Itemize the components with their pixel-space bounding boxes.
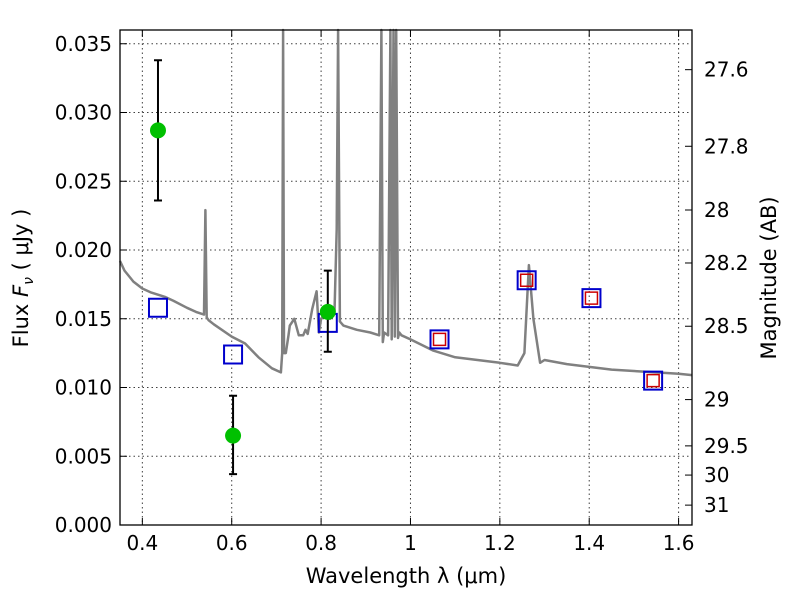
y-tick-label: 0.000 [55,513,112,537]
x-tick-label: 0.8 [305,531,337,555]
x-tick-label: 1.2 [484,531,516,555]
y2-axis-title: Magnitude (AB) [757,196,781,359]
y2-tick-label: 31 [704,493,729,517]
y-tick-label: 0.030 [55,101,112,125]
y2-tick-label: 29 [704,388,729,412]
y2-tick-label: 28.2 [704,251,749,275]
y-axis-title-var: F [9,284,33,297]
model-square-marker [516,270,537,291]
observed-point [225,427,242,444]
model-square-marker [581,288,602,309]
model-square-marker [223,344,244,365]
y2-tick-label: 29.5 [704,434,749,458]
y-tick-label: 0.025 [55,169,112,193]
y-tick-label: 0.015 [55,307,112,331]
model-photometry-squares [147,270,664,391]
x-tick-label: 1.4 [573,531,605,555]
y-tick-label: 0.020 [55,238,112,262]
observed-point [149,122,166,139]
y2-tick-label: 27.6 [704,58,749,82]
plot-frame [119,29,693,526]
nir-square-marker [432,332,447,347]
y2-axis-ticks: 27.6 27.8 28 28.2 28.5 29 29.5 30 31 [685,58,749,517]
y-axis-title-post: ( μJy ) [9,209,33,277]
y-axis-title-sub: ν [21,277,37,285]
y2-tick-label: 28 [704,198,729,222]
nir-square-marker [646,373,660,388]
nir-square-marker [519,273,534,287]
y2-tick-label: 27.8 [704,134,749,158]
y-axis-title-pre: Flux [9,297,33,347]
x-tick-label: 1 [404,531,417,555]
y2-tick-label: 30 [704,463,729,487]
nir-photometry-squares [432,273,660,388]
x-tick-label: 1.6 [663,531,695,555]
observed-points [149,122,336,444]
y-axis-title: Flux Fν ( μJy ) [9,209,37,348]
model-square-marker [643,370,664,391]
x-axis-ticks: 0.4 0.6 0.8 1 1.2 1.4 1.6 [126,30,695,555]
grid [120,30,692,525]
observed-point [319,303,336,320]
y-tick-label: 0.005 [55,444,112,468]
x-tick-label: 0.6 [216,531,248,555]
nir-square-marker [584,291,599,305]
x-axis-title: Wavelength λ (μm) [306,564,507,588]
model-square-marker [429,329,450,350]
model-square-marker [147,297,168,318]
x-tick-label: 0.4 [126,531,158,555]
y2-tick-label: 28.5 [704,314,749,338]
y-axis-ticks: 0.000 0.005 0.010 0.015 0.020 0.025 0.030 0.035 [55,32,127,537]
y-tick-label: 0.035 [55,32,112,56]
y-tick-label: 0.010 [55,376,112,400]
